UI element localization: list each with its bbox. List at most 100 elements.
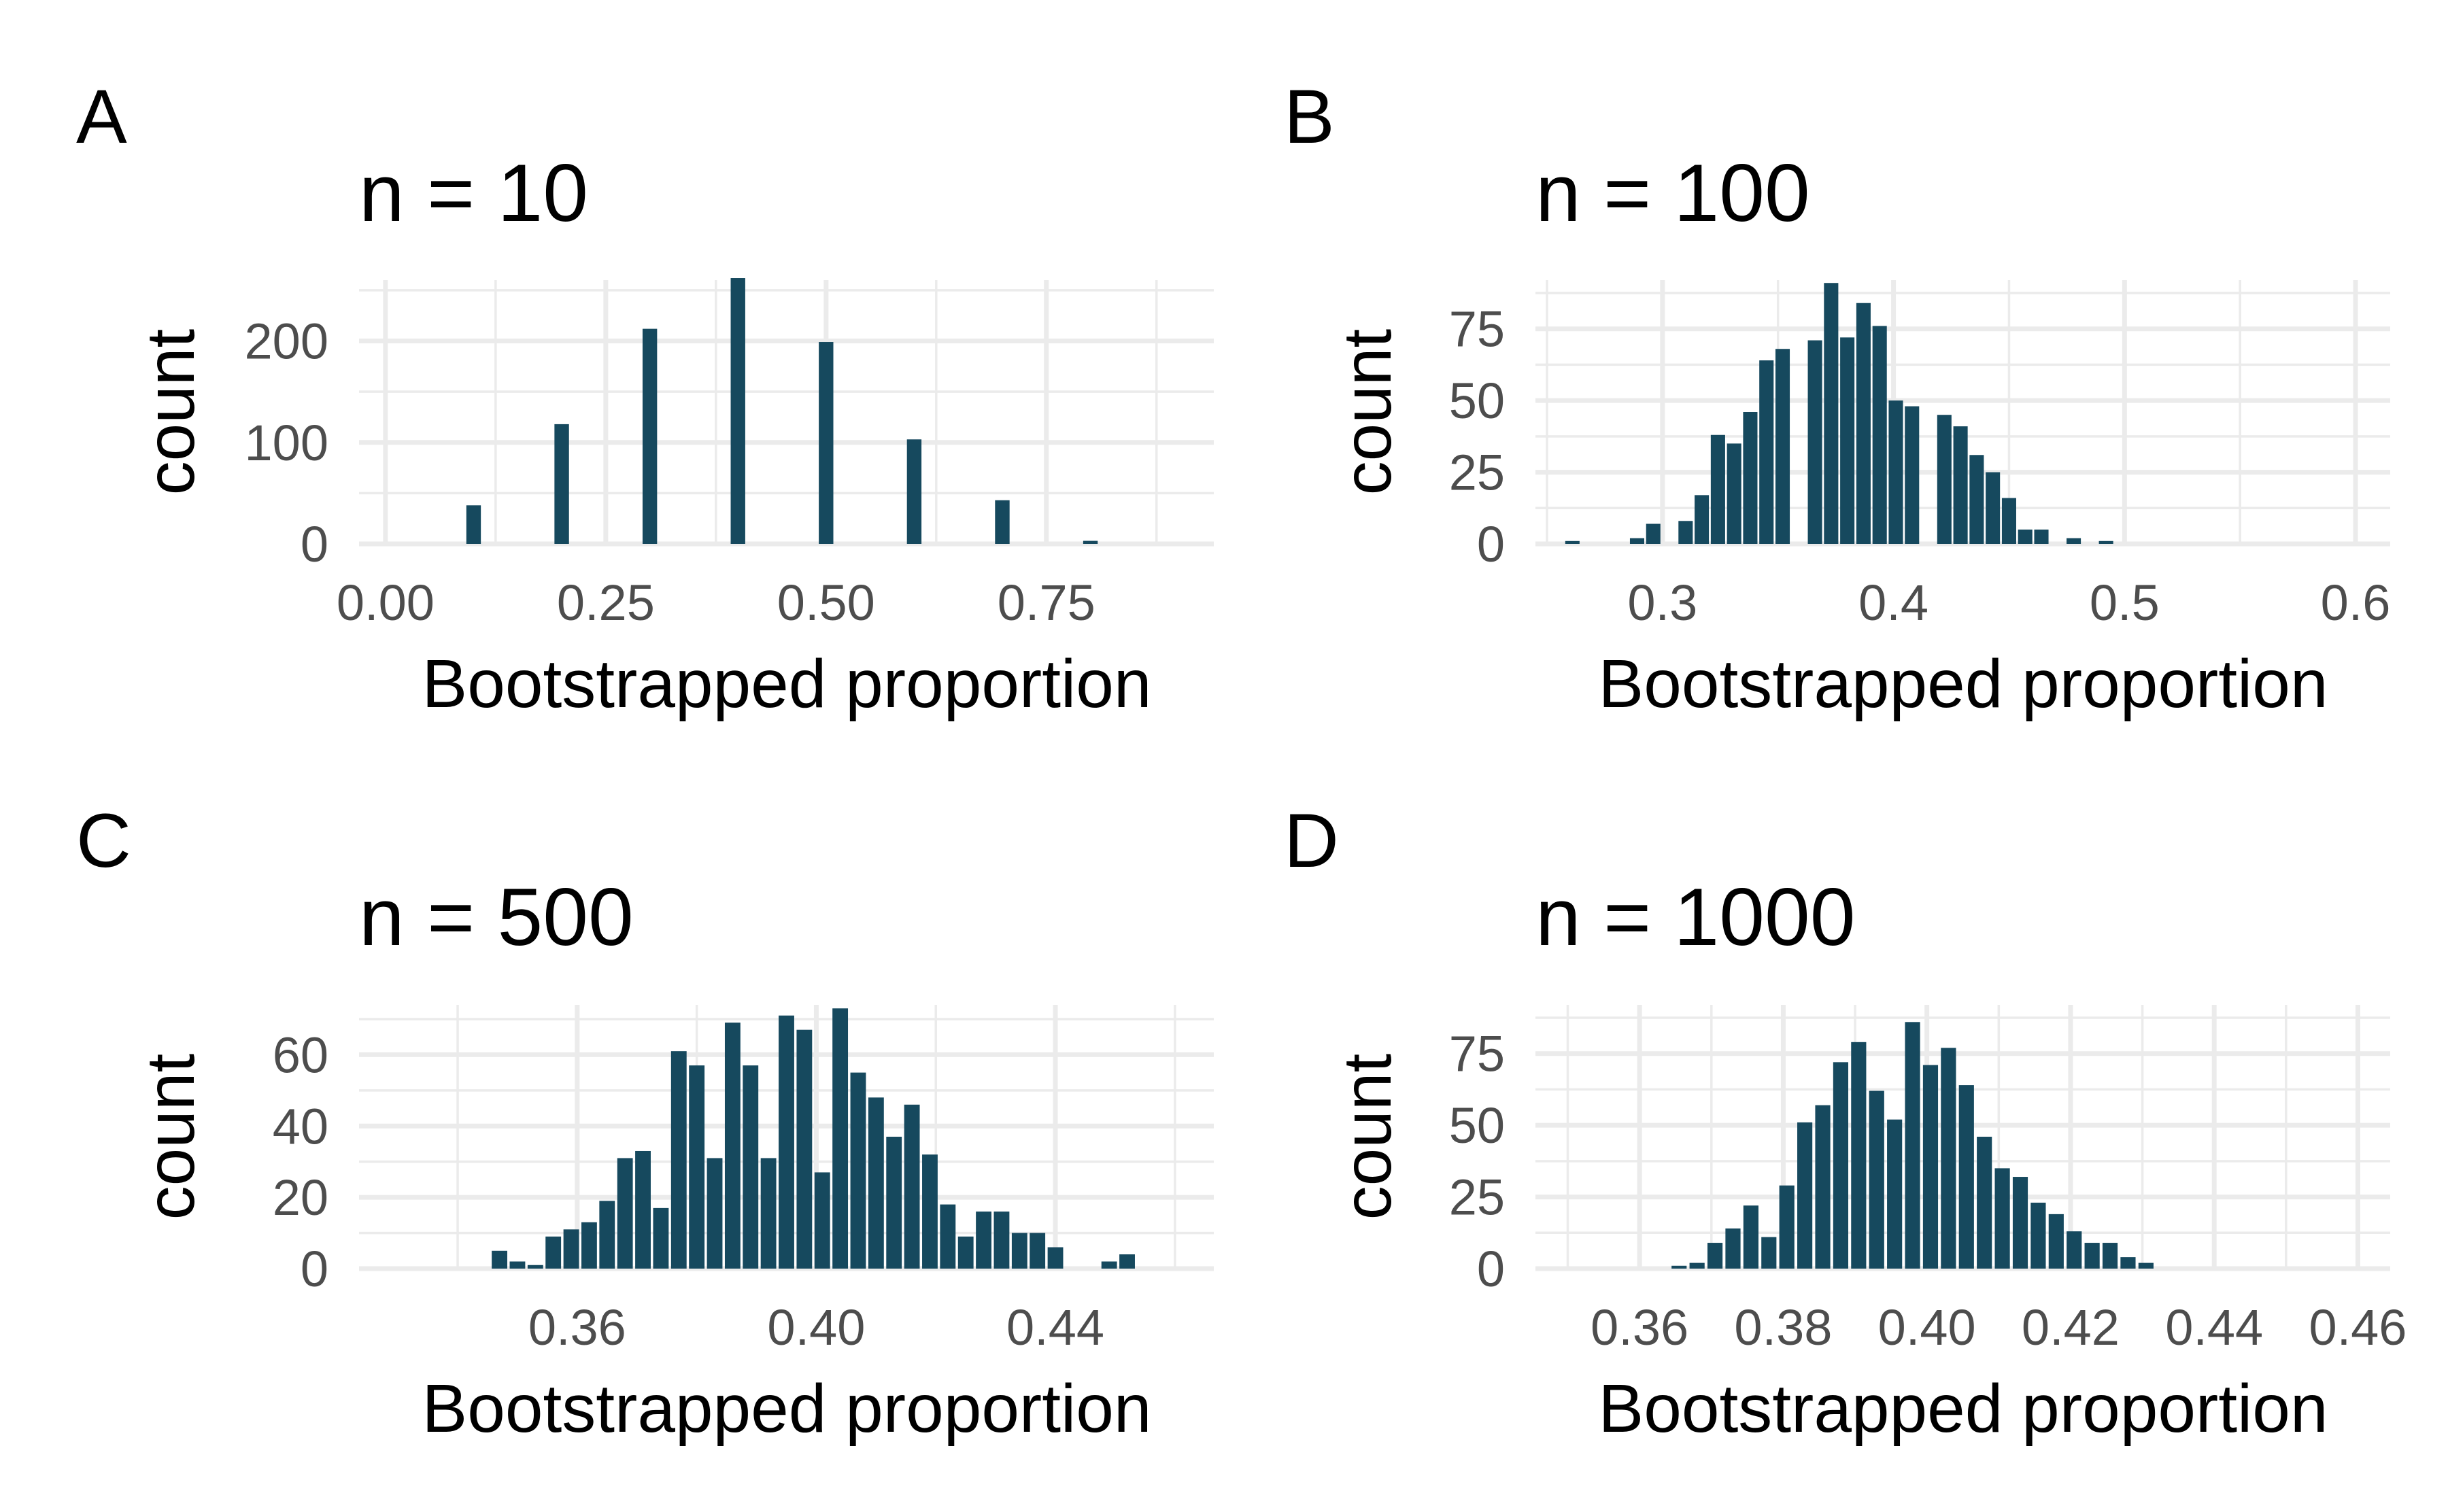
panel-d-bar	[1994, 1168, 2010, 1269]
panel-c-bar	[492, 1250, 507, 1269]
panel-d-bar	[1922, 1065, 1939, 1269]
panel-a-y-axis-title: count	[133, 328, 209, 495]
panel-d-bar	[1815, 1105, 1831, 1269]
panel-b-x-tick-label: 0.5	[2090, 574, 2160, 631]
panel-d-bar	[1707, 1243, 1723, 1269]
panel-b-bar	[1807, 340, 1822, 544]
panel-d-y-tick-label: 0	[1477, 1241, 1505, 1297]
panel-c-y-tick-label: 0	[301, 1241, 328, 1297]
panel-d-bar	[1887, 1119, 1903, 1269]
panel-b-y-tick-label: 50	[1449, 373, 1505, 429]
panel-b-bar	[1969, 455, 1984, 544]
panel-c-bar	[904, 1104, 920, 1269]
panel-b-bar	[1986, 472, 2001, 544]
panel-b-bar	[1775, 349, 1790, 544]
panel-a-title: n = 10	[359, 148, 588, 239]
panel-b-y-tick-label: 0	[1477, 516, 1505, 572]
panel-b-bar	[1856, 303, 1871, 544]
panel-a-x-tick-label: 0.00	[337, 574, 435, 631]
panel-a-x-axis-title: Bootstrapped proportion	[422, 646, 1152, 722]
panel-b-bar	[1824, 283, 1839, 544]
panel-b-x-tick-label: 0.6	[2321, 574, 2391, 631]
panel-d-title: n = 1000	[1535, 872, 1855, 963]
panel-c-bar	[814, 1172, 830, 1269]
panel-c-bar	[1030, 1233, 1046, 1269]
panel-a-x-tick-label: 0.75	[998, 574, 1095, 631]
panel-d-x-tick-label: 0.46	[2309, 1299, 2407, 1356]
panel-c-bar	[743, 1065, 759, 1269]
panel-c-x-axis-title: Bootstrapped proportion	[422, 1371, 1152, 1447]
panel-c-bar	[1047, 1247, 1064, 1269]
panel-c-y-axis-title: count	[133, 1053, 209, 1220]
panel-b-bar	[1759, 360, 1774, 544]
panel-b-title: n = 100	[1535, 148, 1810, 239]
panel-a-bar	[995, 500, 1010, 544]
panel-c-x-tick-label: 0.40	[767, 1299, 865, 1356]
panel-d-bar	[1851, 1042, 1867, 1269]
panel-c-bar	[509, 1261, 526, 1269]
panel-c-bar	[940, 1204, 956, 1269]
panel-c-bar	[617, 1158, 633, 1269]
panel-c-bar	[779, 1015, 794, 1269]
panel-b-bar	[1888, 400, 1903, 544]
panel-d-y-tick-label: 25	[1449, 1169, 1505, 1226]
panel-d-y-tick-label: 50	[1449, 1097, 1505, 1154]
panel-d-bar	[2048, 1214, 2064, 1269]
panel-a-bar	[642, 328, 658, 544]
panel-a-y-tick-label: 200	[245, 313, 328, 370]
panel-c-bar	[563, 1229, 579, 1269]
panel-a-y-tick-label: 100	[245, 415, 328, 471]
panel-c-bar	[922, 1154, 938, 1269]
panel-b-bar	[1937, 415, 1952, 544]
panel-b-bar	[1840, 337, 1855, 544]
panel-c-bar	[653, 1207, 669, 1269]
panel-b-bar	[1953, 426, 1968, 544]
panel-d-bar	[1761, 1237, 1777, 1269]
panel-d-bar	[1671, 1265, 1687, 1269]
panel-c-bar	[670, 1051, 687, 1269]
panel-d-bar	[2012, 1177, 2028, 1269]
panel-c-bar	[635, 1150, 651, 1269]
panel-c-bar	[850, 1072, 866, 1269]
panel-c-bar	[832, 1008, 849, 1269]
panel-d-bar	[1689, 1262, 1705, 1269]
panel-b-bar	[1565, 540, 1580, 544]
panel-d-x-tick-label: 0.36	[1591, 1299, 1688, 1356]
panel-d-bar	[1833, 1062, 1849, 1269]
panel-b-bar	[1727, 443, 1741, 544]
panel-d-bar	[2102, 1243, 2118, 1269]
panel-d-bar	[2120, 1257, 2136, 1269]
panel-d-bar	[1779, 1185, 1795, 1269]
panel-d-x-tick-label: 0.40	[1878, 1299, 1976, 1356]
panel-a-bar	[466, 505, 481, 544]
panel-b-y-axis-title: count	[1329, 328, 1406, 495]
panel-d-bar	[1743, 1205, 1758, 1269]
panel-c-bar	[689, 1065, 705, 1269]
panel-c-title: n = 500	[359, 872, 634, 963]
panel-d-bar	[1905, 1022, 1920, 1269]
panel-a-y-tick-label: 0	[301, 516, 328, 572]
panel-a-bar	[819, 342, 834, 544]
panel-c-bar	[796, 1029, 813, 1269]
panel-a-tag: A	[76, 74, 127, 159]
panel-b-bar	[1629, 538, 1645, 544]
panel-b-bar	[1905, 406, 1920, 544]
panel-c-bar	[1101, 1261, 1117, 1269]
panel-d-bar	[2030, 1203, 2046, 1269]
panel-c-y-tick-label: 40	[273, 1098, 328, 1154]
panel-b-bar	[1872, 326, 1887, 544]
panel-d-y-axis-title: count	[1329, 1053, 1406, 1220]
panel-a-bar	[730, 278, 745, 544]
panel-c-x-tick-label: 0.36	[528, 1299, 626, 1356]
panel-c-bar	[993, 1212, 1010, 1269]
panel-d-bar	[1977, 1137, 1992, 1269]
panel-d-x-tick-label: 0.38	[1734, 1299, 1832, 1356]
panel-b-bar	[2001, 498, 2016, 544]
panel-b-bar	[2018, 529, 2033, 544]
panel-a-x-tick-label: 0.25	[557, 574, 655, 631]
panel-d-x-axis-title: Bootstrapped proportion	[1599, 1371, 2328, 1447]
panel-b-bar	[1743, 412, 1758, 544]
panel-d-bar	[1941, 1048, 1956, 1269]
panel-b-x-tick-label: 0.4	[1858, 574, 1928, 631]
